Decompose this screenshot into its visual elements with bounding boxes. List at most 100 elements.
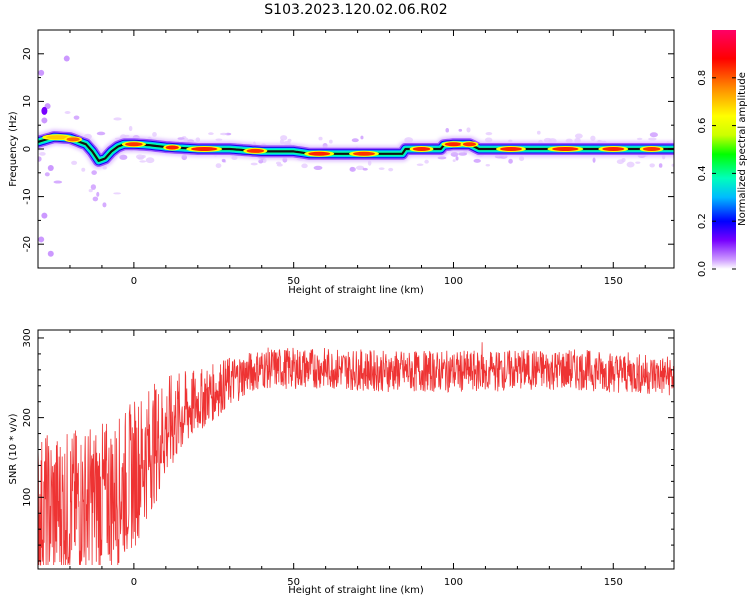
colorbar-tick-label: 0.8	[697, 70, 708, 86]
spectrogram-noise-blob	[416, 163, 424, 167]
spectrogram-noise-blob	[508, 158, 513, 164]
spectrogram-noise-blob	[592, 157, 596, 163]
colorbar-tick-label: 0.0	[697, 261, 708, 277]
spectrogram-noise-blob	[378, 167, 385, 170]
colorbar-label: Normalized spectral amplitude	[737, 72, 748, 226]
spectrogram-ticks: 0 50 100 150 -20 -10 0 10 20	[22, 29, 674, 287]
colorbar: 0.0 0.2 0.4 0.6 0.8 Normalized spectral ampl…	[697, 30, 748, 277]
spectrogram-noise-blob	[445, 127, 450, 133]
snr-y-tick-label: 300	[22, 328, 33, 347]
spectrogram-noise-blob	[145, 157, 155, 164]
spectrogram-noise-blob	[215, 163, 222, 169]
spectrogram-noise-blob	[329, 139, 333, 144]
spectrogram-noise-blob	[458, 152, 468, 156]
spectrogram-noise-blob	[318, 136, 323, 141]
spectrogram-noise-blob	[450, 152, 459, 157]
spectrogram-x-tick-label: 100	[444, 276, 463, 287]
spectrogram-noise-blob	[649, 163, 655, 168]
figure-title: S103.2023.120.02.06.R02	[264, 2, 447, 18]
spectrogram-noise-blob	[275, 161, 282, 165]
spectrogram-noise-blob	[96, 191, 100, 197]
spectrogram-noise-blob	[658, 163, 663, 168]
spectrogram-noise-blob	[38, 236, 45, 243]
spectrogram-noise-blob	[574, 133, 583, 139]
spectrogram-noise-blob	[81, 167, 86, 172]
spectrogram-noise-blob	[47, 165, 54, 172]
spectrogram-noise-blob	[301, 163, 308, 169]
snr-xlabel: Height of straight line (km)	[288, 585, 424, 596]
spectrogram-noise-blob	[177, 137, 185, 141]
spectrogram-noise-blob	[626, 161, 635, 168]
spectrogram-noise-blob	[635, 161, 641, 164]
spectrogram-y-tick-label: -20	[22, 236, 33, 252]
spectrogram-noise-blob	[452, 159, 456, 163]
spectrogram-noise-blob	[455, 156, 459, 161]
spectrogram-noise-blob	[113, 117, 122, 121]
snr-x-tick-label: 150	[604, 577, 623, 588]
spectrogram-noise-blob	[671, 163, 674, 167]
spectrogram-noise-blob	[73, 115, 80, 120]
spectrogram-x-tick-label: 0	[131, 276, 137, 287]
spectrogram-hotspot	[246, 148, 265, 153]
spectrogram-noise-blob	[53, 180, 63, 184]
spectrogram-noise-blob	[362, 167, 368, 171]
spectrogram-noise-blob	[215, 138, 223, 141]
spectrogram-noise-blob	[466, 127, 471, 133]
spectrogram-noise-blob	[616, 159, 625, 165]
spectrogram-noise-blob	[279, 139, 284, 145]
spectrogram-noise-blob	[485, 131, 493, 136]
spectrogram-noise-blob	[349, 167, 356, 172]
spectrogram-noise-blob	[90, 184, 97, 190]
spectrogram-hotspot	[552, 147, 579, 151]
spectrogram-noise-blob	[38, 69, 45, 76]
spectrogram-noise-blob	[139, 160, 147, 163]
spectrogram-noise-blob	[636, 137, 643, 141]
spectrogram-y-tick-label: 0	[22, 146, 33, 152]
spectrogram-noise-blob	[485, 163, 491, 167]
spectrogram-hotspot	[125, 142, 143, 147]
spectrogram-noise-blob	[39, 151, 46, 156]
spectrogram-noise-blob	[44, 172, 50, 177]
snr-x-tick-label: 50	[287, 577, 300, 588]
spectrogram-noise-blob	[355, 165, 365, 170]
colorbar-tick-label: 0.6	[697, 118, 708, 134]
spectrogram-noise-blob	[360, 135, 364, 140]
spectrogram-xlabel: Height of straight line (km)	[288, 285, 424, 296]
spectrogram-noise-blob	[313, 165, 323, 171]
spectrogram-noise-blob	[195, 137, 201, 142]
colorbar-gradient	[712, 30, 736, 269]
spectrogram-hotspot	[412, 147, 431, 151]
spectrogram-noise-blob	[38, 156, 42, 162]
spectrogram-noise-blob	[47, 250, 54, 257]
colorbar-tick-label: 0.4	[697, 165, 708, 181]
colorbar-ticks: 0.0 0.2 0.4 0.6 0.8	[697, 70, 736, 277]
spectrogram-noise-blob	[88, 189, 93, 193]
spectrogram-noise-blob	[96, 131, 106, 136]
spectrogram-noise-blob	[220, 132, 228, 136]
spectrogram-x-tick-label: 150	[604, 276, 623, 287]
spectrogram-noise-blob	[152, 132, 157, 137]
spectrogram-y-tick-label: 10	[22, 95, 33, 108]
spectrogram-noise-blob	[91, 170, 97, 175]
spectrogram-noise-blob	[458, 128, 463, 132]
spectrogram-hotspot	[602, 147, 625, 151]
spectrogram-noise-blob	[71, 160, 78, 165]
spectrogram-noise-blob	[287, 138, 292, 143]
snr-ylabel: SNR (10 * v/v)	[8, 413, 19, 484]
snr-x-tick-label: 100	[444, 577, 463, 588]
spectrogram-hotspot	[190, 147, 218, 151]
spectrogram-noise-blob	[41, 117, 48, 124]
spectrogram-x-tick-label: 50	[287, 276, 300, 287]
spectrogram-ylabel: Frequency (Hz)	[8, 111, 19, 187]
spectrogram-noise-blob	[41, 106, 48, 115]
spectrogram-noise-blob	[519, 156, 525, 162]
spectrogram-panel: 0 50 100 150 -20 -10 0 10 20 Height of straight …	[8, 29, 675, 296]
spectrogram-heatmap	[38, 55, 674, 257]
spectrogram-y-tick-label: 20	[22, 47, 33, 60]
spectrogram-noise-blob	[473, 158, 481, 163]
snr-y-tick-label: 100	[22, 488, 33, 507]
snr-x-tick-label: 0	[131, 577, 137, 588]
spectrogram-hotspot	[165, 145, 179, 150]
spectrogram-noise-blob	[258, 159, 264, 164]
